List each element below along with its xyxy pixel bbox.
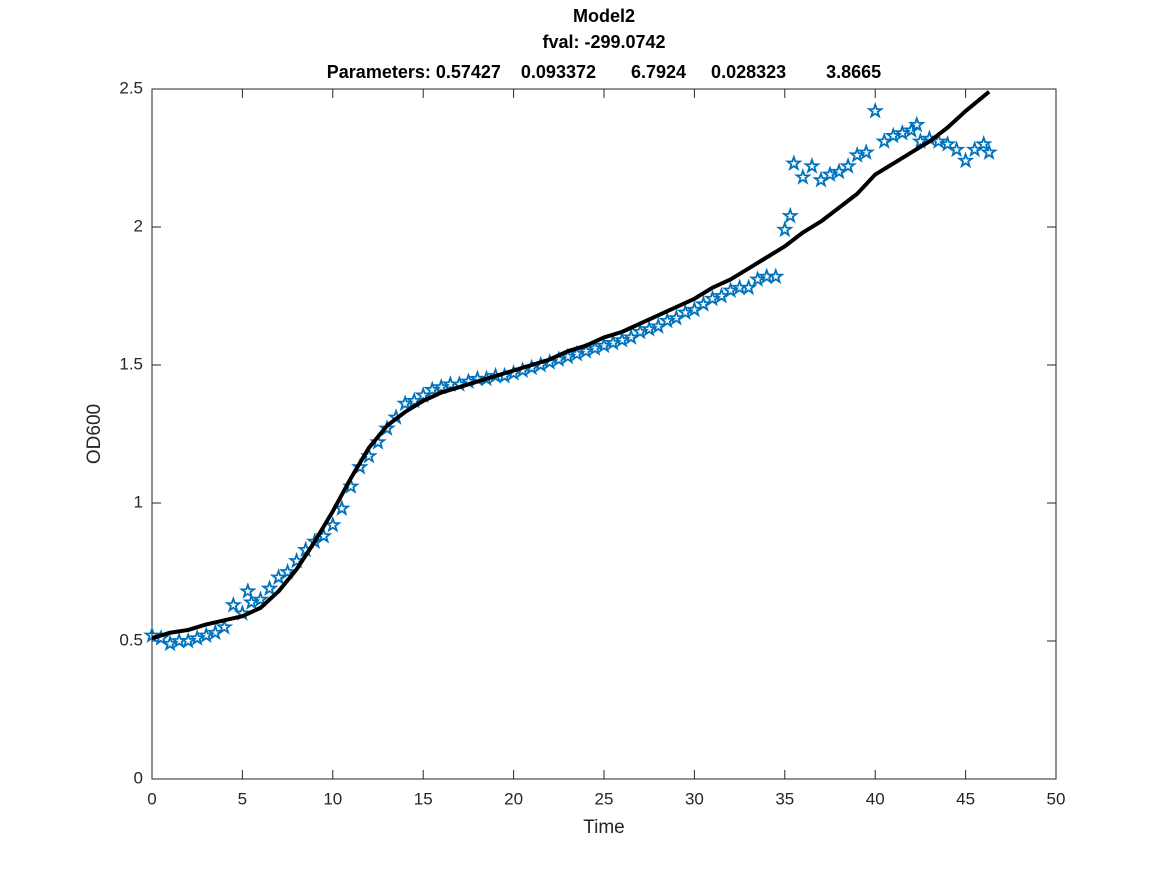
data-point (776, 220, 794, 238)
data-point (649, 317, 668, 334)
data-point (351, 457, 369, 475)
data-point (938, 134, 957, 152)
data-point (803, 157, 821, 174)
data-point (631, 322, 649, 340)
data-point (884, 126, 903, 144)
data-point (821, 165, 839, 183)
data-point (848, 145, 866, 163)
data-point (907, 115, 926, 133)
data-point (586, 339, 604, 356)
x-tick-label: 20 (504, 789, 523, 808)
data-point (224, 595, 243, 613)
data-point (947, 140, 966, 158)
data-point (965, 140, 984, 158)
data-point (197, 626, 216, 643)
data-point (378, 419, 396, 436)
x-tick-label: 45 (956, 789, 975, 808)
data-point (613, 330, 631, 348)
data-point (324, 515, 342, 533)
data-point (839, 157, 857, 174)
y-tick-label: 2.5 (119, 78, 143, 97)
data-point (911, 132, 930, 149)
x-axis-label: Time (583, 817, 625, 838)
data-point (161, 634, 179, 652)
x-tick-label: 50 (1047, 789, 1066, 808)
data-point (893, 123, 912, 141)
x-tick-label: 40 (866, 789, 885, 808)
x-tick-label: 0 (147, 789, 156, 808)
y-tick-label: 0 (134, 768, 143, 787)
y-tick-label: 2 (134, 216, 143, 235)
data-point (812, 170, 830, 188)
y-tick-label: 1.5 (119, 354, 143, 373)
data-point (685, 300, 704, 318)
data-point (748, 270, 767, 287)
data-point (414, 386, 432, 403)
data-point (980, 143, 998, 160)
y-tick-label: 1 (134, 492, 143, 511)
data-point (721, 281, 740, 298)
data-point (694, 295, 713, 312)
data-point (260, 579, 279, 597)
x-tick-label: 35 (775, 789, 794, 808)
data-point (432, 377, 451, 395)
data-point (857, 143, 875, 160)
data-point (676, 303, 695, 321)
data-point (640, 319, 658, 337)
y-axis-label: OD600 (84, 404, 105, 464)
data-point (712, 286, 731, 304)
data-point (622, 328, 640, 345)
x-tick-label: 10 (323, 789, 342, 808)
data-point (766, 267, 785, 285)
data-point (785, 154, 803, 171)
data-point (956, 151, 975, 169)
axes-box (151, 88, 1057, 780)
x-tick-label: 25 (595, 789, 614, 808)
data-point (251, 590, 270, 608)
data-point (830, 162, 848, 180)
data-point (215, 617, 234, 635)
y-tick-label: 0.5 (119, 630, 143, 649)
data-point (423, 380, 442, 398)
data-point (595, 336, 613, 354)
chart-subtitle: Parameters: 0.57427 0.093372 6.7924 0.02… (327, 62, 881, 82)
data-point (405, 391, 423, 409)
x-tick-label: 5 (238, 789, 247, 808)
data-point (242, 593, 261, 610)
data-point (658, 311, 677, 329)
data-point (239, 582, 257, 599)
data-point (703, 289, 722, 307)
data-point (188, 628, 206, 646)
data-point (739, 278, 758, 296)
data-point (974, 134, 993, 152)
data-point (794, 168, 812, 185)
data-point (278, 562, 297, 580)
x-tick-label: 30 (685, 789, 704, 808)
data-point (604, 333, 622, 351)
data-point (179, 631, 197, 649)
data-point (206, 623, 225, 641)
data-point (866, 101, 884, 119)
data-point (902, 121, 921, 138)
chart-title: Model2 (573, 6, 635, 26)
data-point (269, 568, 288, 585)
x-tick-label: 15 (414, 789, 433, 808)
data-point (781, 206, 800, 224)
chart-subtitle: fval: -299.0742 (542, 32, 665, 52)
data-point (875, 132, 894, 149)
fit-line (151, 90, 991, 641)
data-point (396, 394, 414, 412)
data-point (667, 308, 686, 326)
